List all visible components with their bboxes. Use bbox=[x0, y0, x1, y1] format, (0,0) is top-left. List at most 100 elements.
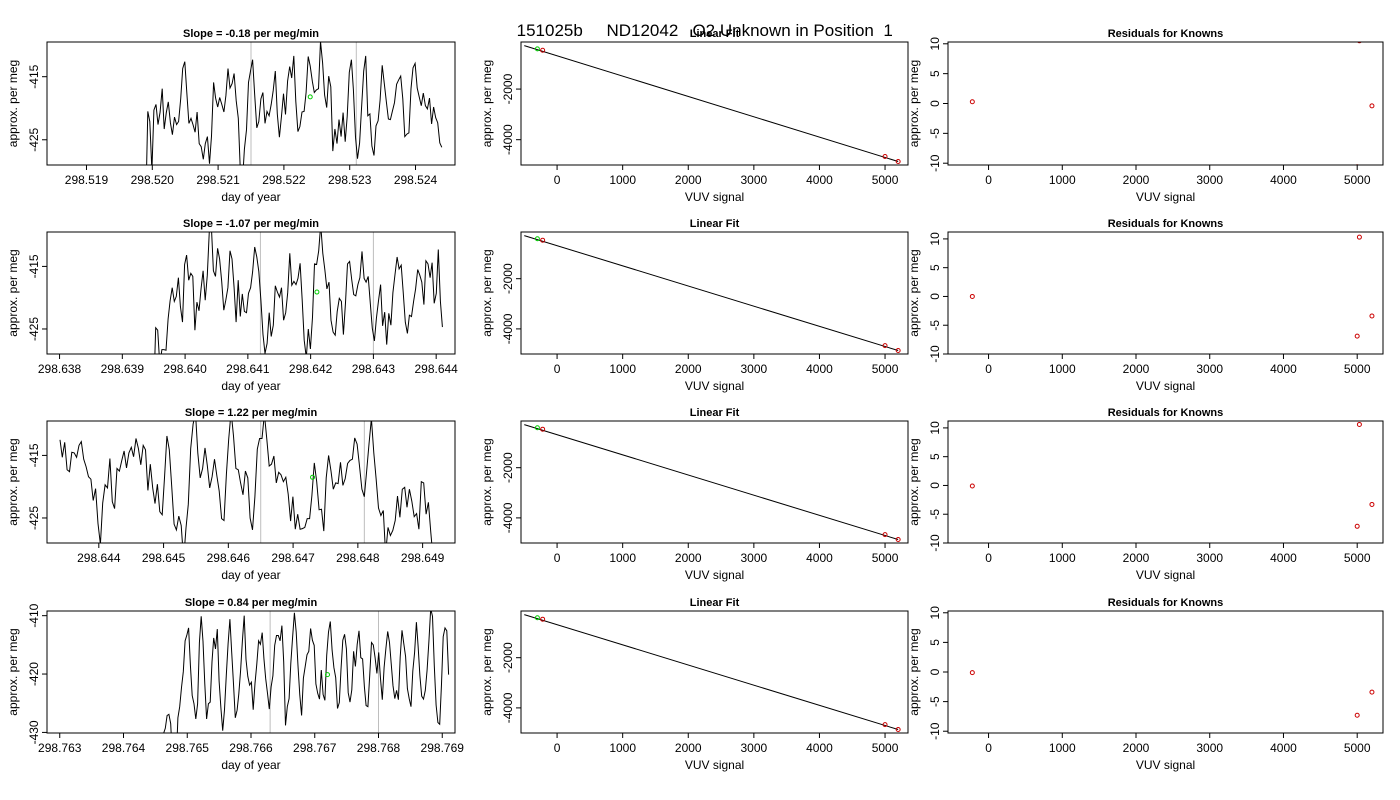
x-tick-label: 1000 bbox=[1049, 551, 1076, 565]
y-tick-label: 10 bbox=[928, 37, 942, 51]
panel-row4-linear-fit: Linear Fit 0 1000 2000 3000 4000 5000 -2000 -400… bbox=[480, 597, 909, 772]
y-tick-label: 5 bbox=[928, 639, 942, 646]
panel-title: Slope = 0.84 per meg/min bbox=[185, 597, 318, 609]
y-axis-label: approx. per meg bbox=[907, 438, 921, 525]
x-tick-label: 3000 bbox=[741, 741, 768, 755]
plot-frame bbox=[46, 41, 456, 166]
known-standard-point bbox=[882, 722, 888, 728]
y-tick-label: -425 bbox=[27, 127, 41, 151]
unknown-sample-point bbox=[534, 236, 540, 242]
y-axis-label: approx. per meg bbox=[6, 249, 20, 336]
plot-area bbox=[524, 424, 901, 543]
plot-frame bbox=[46, 231, 456, 355]
panel-title: Linear Fit bbox=[690, 218, 740, 230]
y-tick-label: -4000 bbox=[501, 313, 515, 344]
x-tick-label: 5000 bbox=[1344, 551, 1371, 565]
x-tick-label: 2000 bbox=[1123, 362, 1150, 376]
x-tick-label: 3000 bbox=[1196, 173, 1223, 187]
x-axis-label: VUV signal bbox=[685, 758, 744, 772]
x-tick-label: 298.769 bbox=[421, 741, 465, 755]
y-axis-label: approx. per meg bbox=[6, 60, 20, 147]
x-tick-label: 1000 bbox=[1049, 173, 1076, 187]
x-tick-label: 5000 bbox=[872, 551, 899, 565]
x-axis-label: VUV signal bbox=[685, 568, 744, 582]
panel-row4-timeseries: Slope = 0.84 per meg/min 298.763 298.764 29… bbox=[6, 597, 465, 772]
y-tick-label: 10 bbox=[928, 421, 942, 435]
x-tick-label: 5000 bbox=[1344, 362, 1371, 376]
x-tick-label: 298.524 bbox=[394, 173, 438, 187]
plot-area bbox=[154, 232, 443, 354]
residual-point bbox=[969, 670, 975, 676]
x-axis-label: day of year bbox=[221, 758, 280, 772]
x-axis-label: VUV signal bbox=[1136, 758, 1195, 772]
panel-row2-timeseries: Slope = -1.07 per meg/min 298.638 298.639 2… bbox=[6, 218, 458, 393]
x-tick-label: 298.521 bbox=[196, 173, 240, 187]
plot-frame bbox=[947, 41, 1384, 166]
plot-area bbox=[969, 421, 1375, 529]
x-tick-label: 1000 bbox=[609, 362, 636, 376]
panel-row1-timeseries: Slope = -0.18 per meg/min 298.519 298.520 2… bbox=[6, 28, 456, 204]
residual-point bbox=[969, 483, 975, 489]
x-tick-label: 298.522 bbox=[262, 173, 306, 187]
x-tick-label: 298.644 bbox=[77, 551, 121, 565]
y-tick-label: -10 bbox=[928, 722, 942, 740]
x-tick-label: 4000 bbox=[806, 173, 833, 187]
mean-point-marker bbox=[325, 672, 330, 678]
x-tick-label: 0 bbox=[554, 551, 561, 565]
y-tick-label: -415 bbox=[27, 64, 41, 88]
y-axis-label: approx. per meg bbox=[6, 438, 20, 525]
panel-title: Slope = -1.07 per meg/min bbox=[183, 218, 319, 230]
x-tick-label: 298.643 bbox=[352, 362, 396, 376]
plot-frame bbox=[520, 41, 909, 166]
y-tick-label: -410 bbox=[27, 603, 41, 627]
x-tick-label: 0 bbox=[554, 173, 561, 187]
x-tick-label: 4000 bbox=[1270, 362, 1297, 376]
y-tick-label: -10 bbox=[928, 154, 942, 172]
y-axis-label: approx. per meg bbox=[480, 438, 494, 525]
residual-point bbox=[1356, 234, 1362, 240]
x-axis-label: VUV signal bbox=[1136, 190, 1195, 204]
x-axis-label: VUV signal bbox=[685, 379, 744, 393]
plot-area bbox=[146, 42, 443, 165]
x-tick-label: 0 bbox=[985, 551, 992, 565]
x-tick-label: 298.647 bbox=[271, 551, 315, 565]
y-tick-label: -2000 bbox=[501, 452, 515, 483]
x-tick-label: 3000 bbox=[741, 173, 768, 187]
fit-line bbox=[524, 235, 899, 352]
plot-area bbox=[524, 45, 901, 165]
x-tick-label: 5000 bbox=[872, 362, 899, 376]
fit-line bbox=[524, 45, 899, 162]
y-tick-label: 10 bbox=[928, 232, 942, 246]
x-tick-label: 4000 bbox=[806, 362, 833, 376]
known-standard-point bbox=[540, 237, 546, 243]
x-tick-label: 0 bbox=[985, 741, 992, 755]
x-tick-label: 3000 bbox=[1196, 741, 1223, 755]
x-tick-label: 0 bbox=[554, 741, 561, 755]
panel-title: Residuals for Knowns bbox=[1108, 218, 1224, 230]
x-tick-label: 4000 bbox=[806, 741, 833, 755]
known-standard-point bbox=[895, 537, 901, 543]
known-standard-point bbox=[882, 154, 888, 160]
residual-point bbox=[969, 293, 975, 299]
y-tick-label: 5 bbox=[928, 70, 942, 77]
plot-area bbox=[969, 234, 1375, 339]
known-standard-point bbox=[882, 343, 888, 349]
y-tick-label: 5 bbox=[928, 264, 942, 271]
x-tick-label: 2000 bbox=[675, 551, 702, 565]
y-axis-label: approx. per meg bbox=[907, 60, 921, 147]
plot-area bbox=[524, 235, 901, 354]
x-tick-label: 298.645 bbox=[142, 551, 186, 565]
y-tick-label: -5 bbox=[928, 509, 942, 520]
x-tick-label: 298.642 bbox=[289, 362, 333, 376]
x-tick-label: 298.766 bbox=[229, 741, 273, 755]
residual-point bbox=[1354, 523, 1360, 529]
y-tick-label: -10 bbox=[928, 534, 942, 552]
plot-frame bbox=[520, 420, 909, 544]
residual-point bbox=[1369, 689, 1375, 695]
x-tick-label: 2000 bbox=[675, 362, 702, 376]
x-tick-label: 298.640 bbox=[163, 362, 207, 376]
panel-title: Linear Fit bbox=[690, 407, 740, 419]
x-axis-label: day of year bbox=[221, 379, 280, 393]
data-trace-line bbox=[146, 42, 443, 165]
x-tick-label: 2000 bbox=[1123, 173, 1150, 187]
